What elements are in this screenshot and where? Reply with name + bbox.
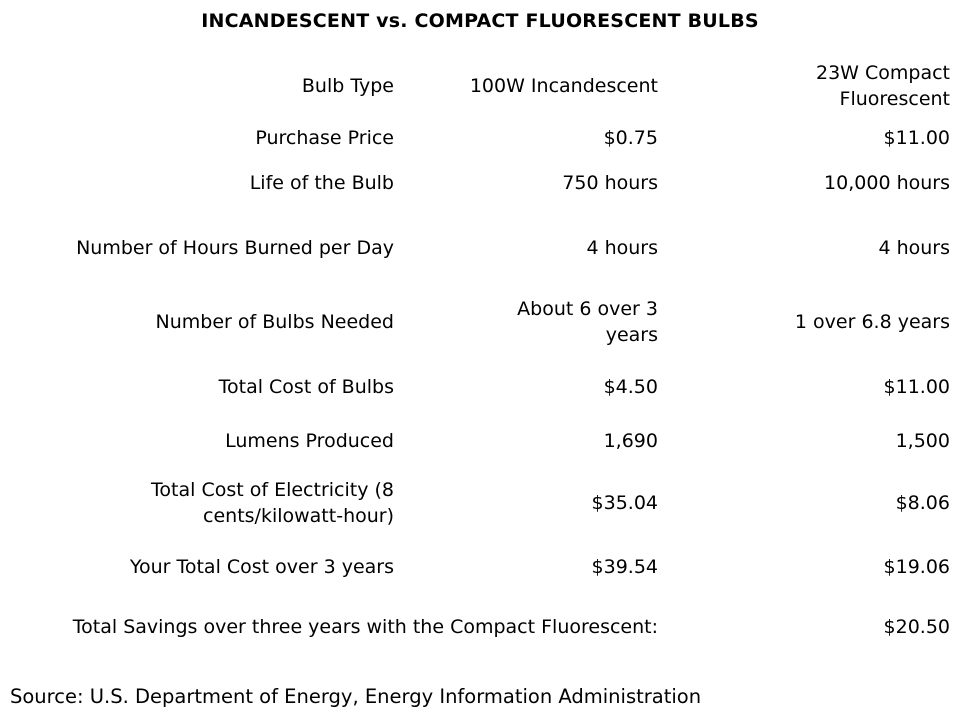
page-title: INCANDESCENT vs. COMPACT FLUORESCENT BUL… [201,10,759,32]
row-label: Lumens Produced [225,430,394,452]
incandescent-cell: About 6 over 3 years [396,290,660,354]
row-label: Total Cost of Bulbs [218,376,394,398]
cfl-cell: 10,000 hours [824,172,950,194]
source-note: Source: U.S. Department of Energy, Energ… [10,685,702,708]
table-row-lumens: Lumens Produced 1,690 1,500 [0,420,960,462]
comparison-table: Bulb Type 100W Incandescent 23W Compact … [0,56,960,664]
incandescent-cell: 4 hours [586,237,658,259]
row-label: Number of Hours Burned per Day [0,206,396,290]
cfl-cell: $8.06 [895,492,950,514]
cfl-cell: 1,500 [895,430,950,452]
row-label: Purchase Price [255,127,394,149]
row-label: Life of the Bulb [249,172,394,194]
table-row-bulbs-needed: Number of Bulbs Needed About 6 over 3 ye… [0,290,960,354]
incandescent-cell: $0.75 [603,127,658,149]
savings-label-text: Total Savings over three years with the … [72,616,658,638]
incandescent-cell: $4.50 [603,376,658,398]
table-row-electricity-cost: Total Cost of Electricity (8 cents/kilow… [0,462,960,544]
cfl-cell: 1 over 6.8 years [794,311,950,333]
row-label-text: Number of Hours Burned per Day [76,237,394,259]
incandescent-cell: 1,690 [603,430,658,452]
cfl-cell: 4 hours [878,237,950,259]
table-row-total-cost-3-years: Your Total Cost over 3 years $39.54 $19.… [0,544,960,590]
row-label: Number of Bulbs Needed [155,311,394,333]
table-row-life-of-bulb: Life of the Bulb 750 hours 10,000 hours [0,160,960,206]
cfl-cell: $11.00 [883,376,950,398]
table-row-hours-burned: Number of Hours Burned per Day 4 hours 4… [0,206,960,290]
table-row-total-cost-bulbs: Total Cost of Bulbs $4.50 $11.00 [0,354,960,420]
incandescent-cell: 750 hours [562,172,658,194]
savings-label: Total Savings over three years with the … [0,590,660,664]
row-label-text: Total Cost of Electricity (8 cents/kilow… [151,479,394,527]
row-label: Your Total Cost over 3 years [129,556,394,578]
table-row-bulb-type: Bulb Type 100W Incandescent 23W Compact … [0,56,960,116]
table-row-total-savings: Total Savings over three years with the … [0,590,960,664]
row-label: Total Cost of Electricity (8 cents/kilow… [0,462,396,544]
cfl-cell: $11.00 [883,127,950,149]
cfl-cell: 23W Compact Fluorescent [660,56,960,116]
row-label: Bulb Type [301,75,394,97]
incandescent-cell: $35.04 [591,492,658,514]
cfl-cell: $19.06 [883,556,950,578]
savings-value: $20.50 [883,616,950,638]
incandescent-cell-text: About 6 over 3 years [517,298,658,346]
cfl-cell-text: 23W Compact Fluorescent [815,62,950,110]
table-row-purchase-price: Purchase Price $0.75 $11.00 [0,116,960,160]
incandescent-cell: $39.54 [591,556,658,578]
incandescent-cell: 100W Incandescent [469,75,658,97]
